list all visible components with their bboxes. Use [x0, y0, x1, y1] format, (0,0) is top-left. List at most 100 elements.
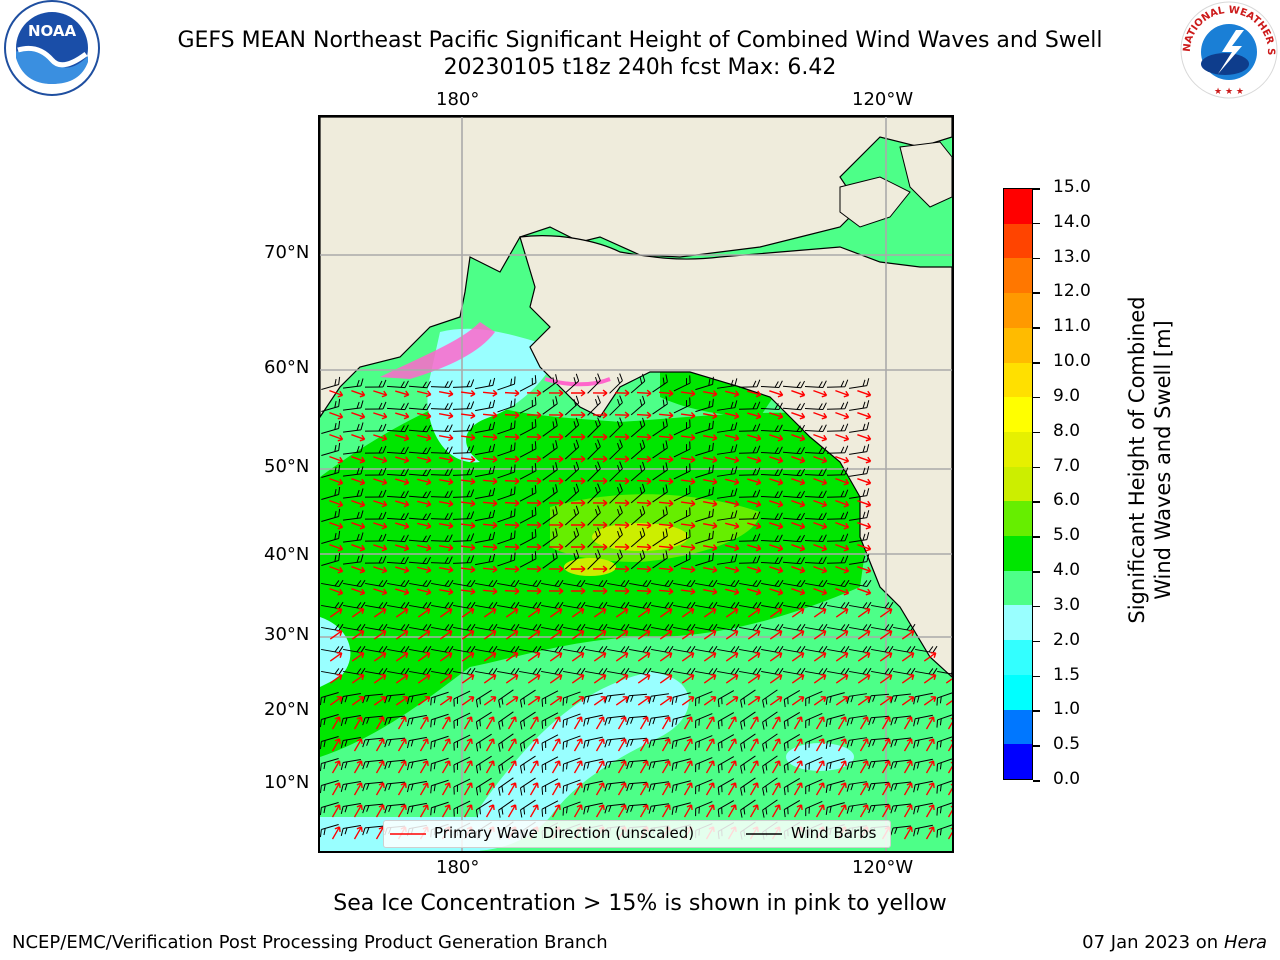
wave-direction-arrow [351, 588, 366, 596]
wave-direction-arrow [659, 608, 673, 618]
wind-barb [695, 486, 714, 501]
wind-barb [893, 667, 916, 676]
wave-direction-arrow [791, 478, 806, 486]
wind-barb [343, 466, 364, 477]
wind-barb [497, 667, 520, 676]
wave-direction-arrow [680, 433, 696, 442]
wave-direction-arrow [548, 477, 564, 485]
colorbar-tick [1033, 536, 1040, 538]
wind-barb [386, 534, 409, 543]
wind-barb [430, 713, 449, 728]
wave-direction-arrow [703, 696, 717, 706]
wind-barb [890, 825, 912, 836]
wind-barb [519, 645, 542, 654]
wave-direction-arrow [419, 760, 429, 774]
colorbar-tick [1033, 640, 1040, 643]
wave-direction-arrow [504, 411, 520, 419]
wind-barb [761, 579, 784, 588]
wave-direction-arrow [702, 390, 718, 398]
wave-direction-arrow [749, 716, 759, 730]
wind-barb [497, 376, 516, 391]
footer-date: 07 Jan 2023 on Hera [1082, 932, 1267, 953]
wave-direction-arrow [526, 411, 542, 419]
wind-barb [452, 489, 475, 498]
wave-direction-arrow [747, 696, 761, 706]
wave-direction-arrow [813, 587, 828, 596]
wind-barb [849, 422, 870, 433]
wave-direction-layer [329, 389, 952, 840]
wave-direction-arrow [438, 544, 454, 552]
colorbar-tick [1033, 362, 1040, 364]
wind-barb [343, 422, 364, 433]
wind-barb [321, 530, 341, 544]
wave-direction-arrow [504, 433, 520, 441]
wave-direction-arrow [661, 804, 671, 818]
wind-barb [452, 555, 475, 564]
wave-direction-arrow [353, 716, 363, 730]
legend-wind-label: Wind Barbs [791, 824, 877, 842]
wind-barb [695, 376, 714, 391]
wind-barb [695, 691, 713, 707]
wave-direction-arrow [813, 499, 828, 508]
wind-barb [805, 800, 823, 817]
wind-barb [343, 645, 366, 654]
wave-direction-arrow [747, 434, 762, 442]
wave-direction-arrow [923, 696, 937, 706]
wind-barb [364, 379, 387, 388]
wind-barb [913, 714, 933, 727]
wind-barb [626, 781, 648, 792]
wave-direction-arrow [573, 760, 583, 774]
wind-barb [936, 823, 952, 838]
wind-barb [630, 417, 646, 438]
wind-barb [587, 373, 601, 394]
colorbar-title-line2: Wind Waves and Swell [m] [1151, 320, 1175, 600]
wave-direction-arrow [505, 674, 519, 684]
wave-direction-arrow [417, 500, 432, 508]
wave-direction-arrow [570, 433, 586, 441]
wind-barb [717, 488, 738, 499]
wave-direction-arrow [705, 782, 715, 796]
wind-barb [475, 689, 492, 708]
wave-direction-arrow [504, 477, 520, 485]
wind-barb [408, 468, 432, 477]
wind-barb [563, 623, 586, 632]
wind-barb [740, 777, 756, 796]
wind-barb [782, 446, 806, 455]
wind-barb [738, 423, 761, 432]
wind-barb [475, 777, 492, 796]
wind-barb [564, 527, 580, 548]
wind-barb [541, 690, 559, 707]
wave-direction-arrow [549, 696, 563, 706]
wind-barb [738, 555, 761, 564]
wave-direction-arrow [417, 630, 431, 640]
wind-barb [497, 442, 516, 457]
wind-barb [519, 667, 542, 676]
wave-direction-arrow [705, 760, 715, 774]
wave-direction-arrow [614, 411, 630, 419]
wind-barb [386, 402, 409, 411]
wind-barb [541, 601, 564, 610]
wind-barb [430, 446, 453, 454]
wave-direction-arrow [747, 566, 762, 574]
wind-barb [430, 735, 449, 750]
colorbar-tick [1033, 675, 1040, 678]
wind-barb [695, 398, 714, 413]
colorbar-tick-label: 10.0 [1053, 351, 1091, 372]
wind-barb [717, 690, 735, 708]
wave-direction-arrow [595, 760, 605, 774]
wind-barb [564, 417, 580, 438]
wave-direction-arrow [659, 696, 673, 706]
wind-barb [695, 601, 718, 610]
wave-direction-arrow [903, 738, 913, 752]
wave-direction-arrow [441, 738, 451, 752]
wind-barb [626, 693, 648, 704]
colorbar-title-line1: Significant Height of Combined [1125, 296, 1149, 624]
wind-barb [825, 714, 845, 727]
lon-label-bottom-120w: 120°W [852, 857, 914, 878]
wave-direction-arrow [857, 434, 872, 442]
wind-barb [343, 667, 366, 676]
wave-direction-arrow [460, 565, 476, 573]
wind-barb [805, 734, 823, 751]
wind-barb [563, 601, 586, 610]
wind-barb [673, 529, 691, 546]
